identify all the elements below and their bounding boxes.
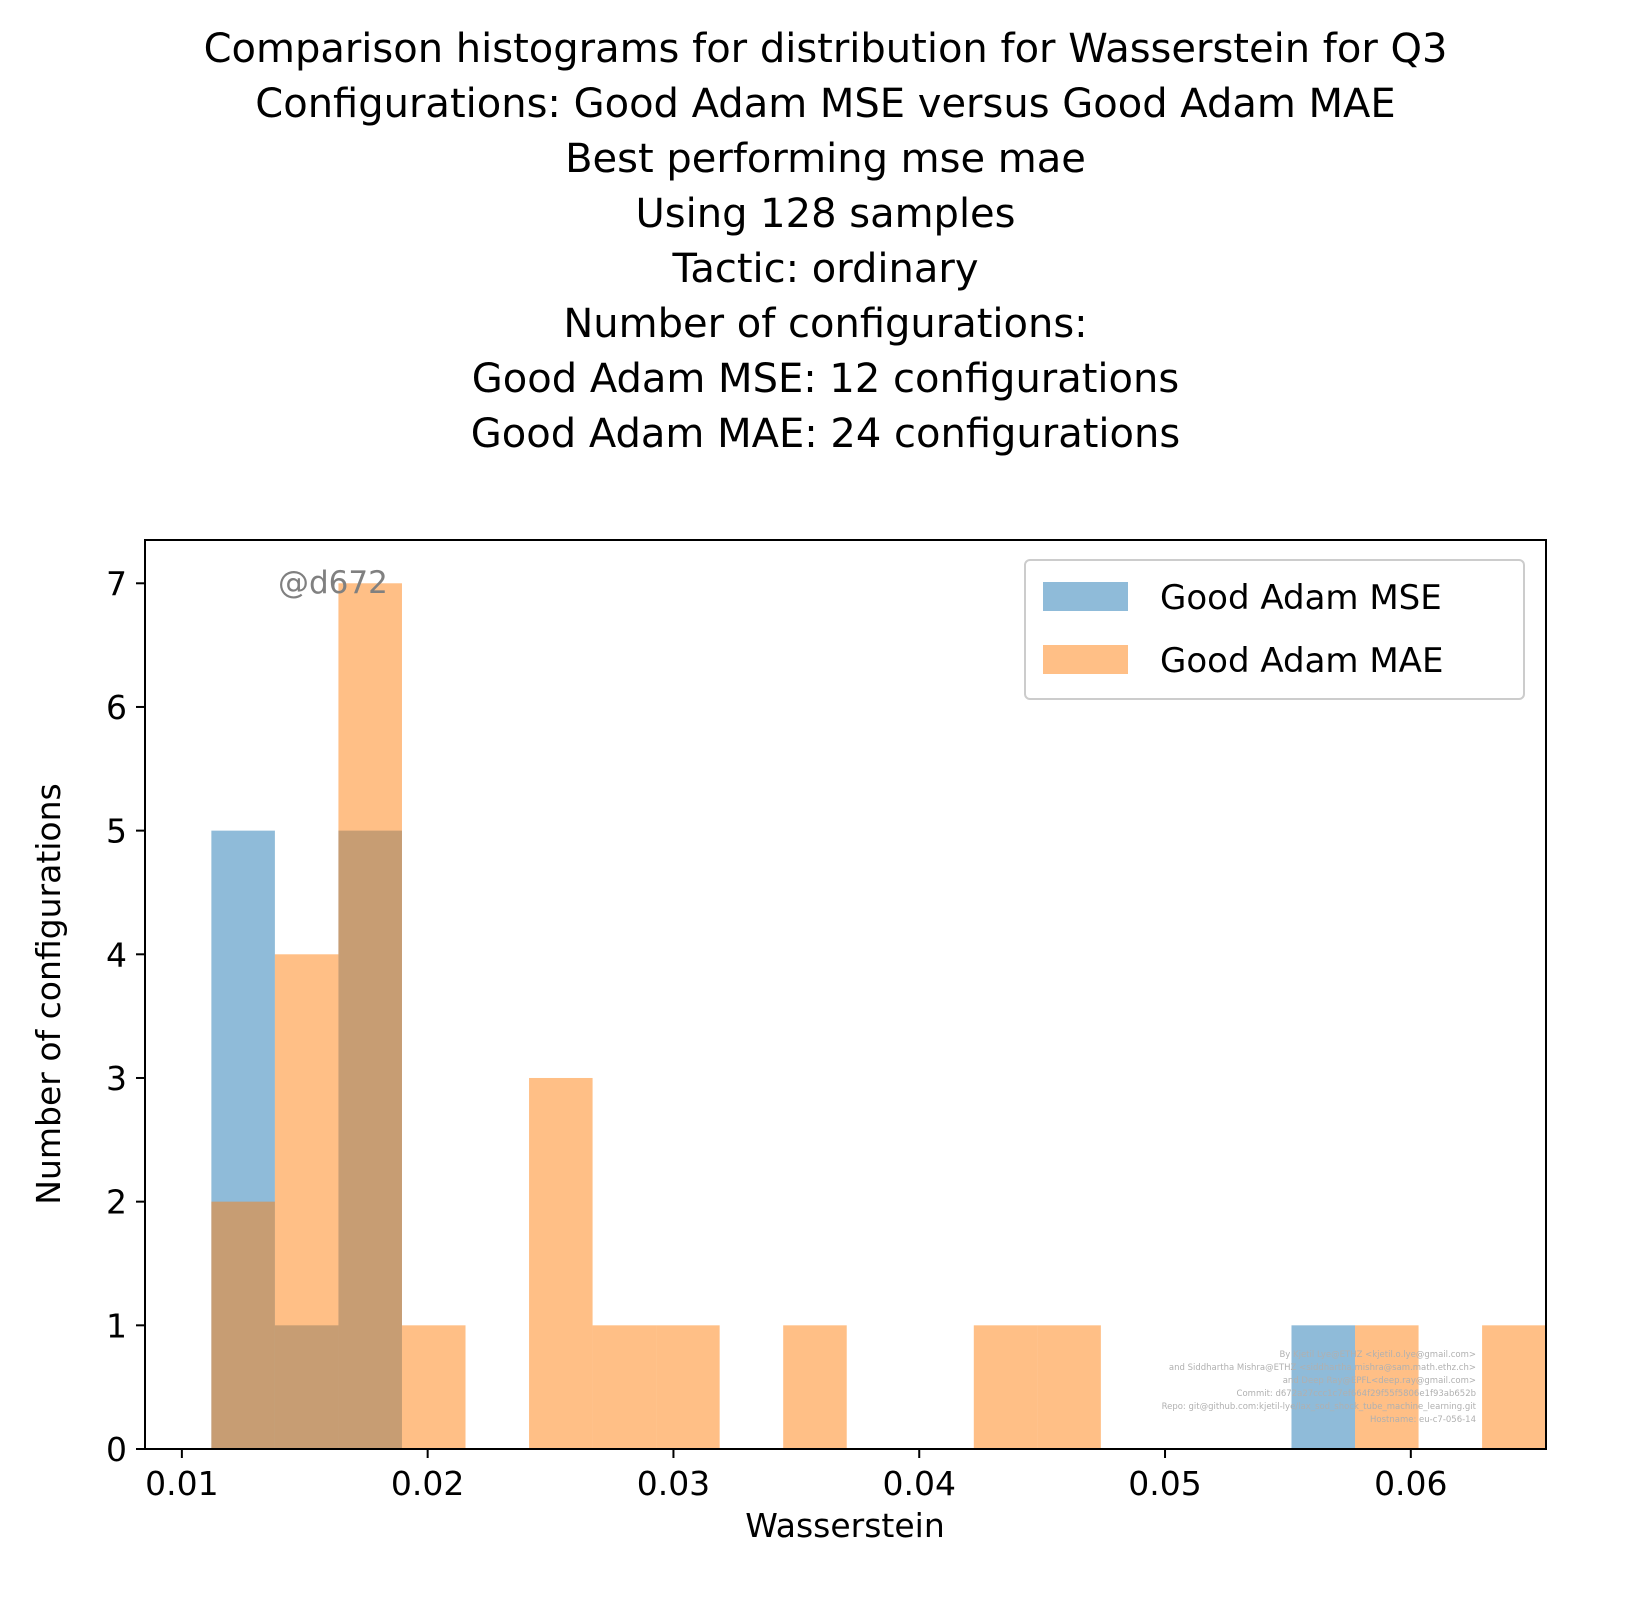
bars-layer [211, 583, 1546, 1449]
title-line-6: Number of configurations: [563, 301, 1088, 347]
legend-box [1024, 559, 1525, 700]
y-tick-label: 5 [106, 812, 127, 851]
legend-label-mse: Good Adam MSE [1160, 578, 1442, 618]
x-tick-label: 0.04 [882, 1464, 955, 1503]
credits-line-6: Hostname: eu-c7-056-14 [1370, 1415, 1476, 1425]
x-axis-label: Wasserstein [745, 1506, 945, 1545]
x-tick-label: 0.03 [637, 1464, 710, 1503]
mae-bar-7 [656, 1325, 720, 1449]
y-tick-label: 3 [106, 1059, 127, 1098]
mae-bar-12 [973, 1325, 1038, 1449]
mae-bar-3 [401, 1325, 466, 1449]
credits-line-4: Commit: d672a27ccc1c7ef664f29f55f5806e1f… [1237, 1389, 1476, 1399]
x-axis: 0.01 0.02 0.03 0.04 0.05 0.06 [145, 1449, 1448, 1503]
mae-bar-6 [592, 1325, 657, 1449]
credits-line-3: and Deep Ray@EPFL<deep.ray@gmail.com> [1283, 1376, 1476, 1386]
x-tick-label: 0.05 [1128, 1464, 1201, 1503]
mae-bar-20 [1482, 1325, 1546, 1449]
y-tick-label: 6 [106, 688, 127, 727]
title-line-4: Using 128 samples [635, 191, 1016, 237]
credits-text: By Kjetil Lye@ETHZ <kjetil.o.lye@gmail.c… [1162, 1350, 1477, 1425]
mae-bar-9 [783, 1325, 847, 1449]
y-tick-label: 7 [106, 564, 127, 603]
x-tick-label: 0.02 [391, 1464, 464, 1503]
title-line-2: Configurations: Good Adam MSE versus Goo… [255, 81, 1396, 127]
y-tick-label: 2 [106, 1183, 127, 1222]
mse-bar-17 [1291, 1325, 1356, 1449]
legend-label-mae: Good Adam MAE [1160, 641, 1443, 681]
y-tick-label: 1 [106, 1306, 127, 1345]
axes-frame [144, 539, 1547, 1450]
legend-swatch-mse [1043, 582, 1128, 611]
credits-line-5: Repo: git@github.com:kjetil-lye/lax_sod_… [1162, 1402, 1477, 1412]
x-tick-label: 0.06 [1374, 1464, 1447, 1503]
credits-line-2: and Siddhartha Mishra@ETHZ <siddhartha.m… [1169, 1363, 1476, 1373]
y-axis: 0 1 2 3 4 5 6 7 [106, 564, 145, 1469]
y-tick-label: 0 [106, 1430, 127, 1469]
title-line-3: Best performing mse mae [565, 136, 1086, 182]
title-line-8: Good Adam MAE: 24 configurations [470, 411, 1181, 457]
credits-line-1: By Kjetil Lye@ETHZ <kjetil.o.lye@gmail.c… [1279, 1350, 1476, 1360]
y-tick-label: 4 [106, 935, 127, 974]
mae-bar-18 [1355, 1325, 1419, 1449]
legend-swatch-mae [1043, 645, 1128, 674]
x-tick-label: 0.01 [145, 1464, 218, 1503]
mae-bar-0 [211, 1201, 275, 1449]
mae-bar-13 [1037, 1325, 1101, 1449]
y-axis-label: Number of configurations [29, 783, 68, 1204]
commit-watermark: @d672 [278, 565, 388, 601]
mae-bar-5 [529, 1077, 593, 1449]
title-line-7: Good Adam MSE: 12 configurations [471, 356, 1180, 402]
title-line-5: Tactic: ordinary [672, 246, 979, 292]
title-line-1: Comparison histograms for distribution f… [203, 26, 1448, 72]
mae-bar-2 [338, 583, 402, 1449]
chart-title: Comparison histograms for distribution f… [0, 22, 1651, 462]
legend: Good Adam MSE Good Adam MAE [1024, 559, 1525, 700]
mae-bar-1 [274, 954, 339, 1449]
